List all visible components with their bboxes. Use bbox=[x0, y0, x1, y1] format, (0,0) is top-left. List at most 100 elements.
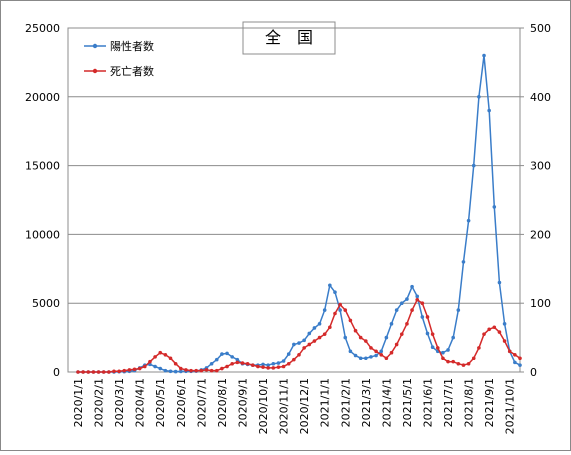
x-tick-label: 2020/1/1 bbox=[72, 378, 85, 427]
y2-tick-label: 100 bbox=[530, 297, 551, 310]
data-point bbox=[281, 364, 286, 369]
data-point bbox=[189, 368, 193, 373]
data-point bbox=[394, 342, 399, 347]
data-point bbox=[466, 361, 471, 366]
data-point bbox=[435, 346, 440, 350]
data-point bbox=[271, 366, 276, 370]
data-point bbox=[307, 331, 312, 336]
y-tick-label: 15000 bbox=[25, 160, 60, 173]
x-tick-label: 2020/6/1 bbox=[175, 378, 188, 427]
data-point bbox=[492, 205, 497, 209]
data-point bbox=[214, 368, 219, 373]
data-point bbox=[245, 361, 250, 366]
data-point bbox=[425, 331, 430, 336]
data-point bbox=[220, 352, 224, 356]
data-point bbox=[456, 361, 461, 366]
x-tick-label: 2020/5/1 bbox=[154, 378, 167, 427]
data-point bbox=[220, 366, 224, 371]
y2-tick-label: 200 bbox=[530, 228, 551, 241]
data-point bbox=[322, 308, 327, 312]
data-point bbox=[379, 353, 384, 357]
data-point bbox=[497, 330, 502, 334]
x-tick-label: 2020/2/1 bbox=[93, 378, 106, 427]
data-point bbox=[502, 339, 507, 343]
data-point bbox=[235, 357, 240, 362]
data-point bbox=[405, 322, 409, 326]
data-point bbox=[333, 311, 337, 316]
x-tick-label: 2021/6/1 bbox=[421, 378, 434, 427]
data-point bbox=[430, 345, 435, 350]
data-point bbox=[173, 361, 178, 366]
data-point bbox=[420, 301, 425, 306]
data-point bbox=[471, 356, 476, 361]
data-point bbox=[276, 365, 281, 369]
data-point bbox=[173, 369, 178, 374]
y-tick-label: 20000 bbox=[25, 91, 60, 104]
data-point bbox=[348, 318, 353, 323]
x-tick-label: 2020/8/1 bbox=[216, 378, 229, 427]
data-point bbox=[266, 363, 270, 367]
data-point bbox=[358, 356, 363, 361]
data-point bbox=[374, 349, 378, 354]
data-point bbox=[148, 359, 152, 364]
data-point bbox=[286, 361, 291, 366]
data-point bbox=[256, 364, 260, 369]
chart-title: 全 国 bbox=[265, 28, 313, 47]
data-point bbox=[358, 335, 363, 340]
data-point bbox=[209, 361, 214, 366]
data-point bbox=[276, 361, 281, 365]
data-point bbox=[441, 350, 445, 355]
data-point bbox=[214, 357, 219, 362]
data-point bbox=[389, 350, 394, 355]
data-point bbox=[127, 368, 132, 372]
data-point bbox=[292, 342, 296, 347]
data-point bbox=[178, 369, 183, 374]
data-point bbox=[168, 369, 173, 374]
data-point bbox=[482, 53, 486, 58]
x-tick-label: 2020/9/1 bbox=[236, 378, 249, 427]
data-point bbox=[482, 332, 486, 336]
y2-tick-label: 500 bbox=[530, 22, 551, 35]
data-point bbox=[487, 108, 491, 113]
data-point bbox=[328, 325, 332, 330]
data-point bbox=[405, 297, 409, 301]
data-point bbox=[322, 332, 327, 336]
data-point bbox=[441, 356, 445, 361]
data-point bbox=[502, 322, 507, 326]
data-point bbox=[317, 322, 322, 326]
data-point bbox=[507, 349, 512, 354]
data-point bbox=[492, 325, 497, 330]
data-point bbox=[451, 359, 455, 364]
data-point bbox=[446, 359, 450, 364]
data-point bbox=[513, 353, 517, 357]
data-point bbox=[477, 346, 481, 350]
data-point bbox=[513, 360, 517, 365]
data-point bbox=[384, 335, 389, 340]
data-point bbox=[379, 349, 384, 354]
data-point bbox=[117, 369, 121, 374]
legend-marker bbox=[92, 68, 98, 74]
y-tick-label: 5000 bbox=[32, 297, 60, 310]
x-tick-label: 2020/7/1 bbox=[195, 378, 208, 427]
data-point bbox=[101, 370, 106, 374]
x-tick-label: 2021/9/1 bbox=[483, 378, 496, 427]
data-point bbox=[122, 368, 127, 373]
data-point bbox=[312, 339, 317, 343]
data-point bbox=[497, 280, 502, 285]
data-point bbox=[143, 364, 147, 369]
data-point bbox=[338, 302, 342, 307]
x-tick-label: 2021/8/1 bbox=[463, 378, 476, 427]
data-point bbox=[415, 297, 420, 302]
data-point bbox=[81, 370, 85, 374]
data-point bbox=[425, 315, 430, 319]
data-point bbox=[317, 335, 322, 340]
x-tick-label: 2021/3/1 bbox=[360, 378, 373, 427]
data-point bbox=[451, 335, 455, 340]
data-point bbox=[302, 346, 306, 350]
data-point bbox=[415, 294, 420, 299]
data-point bbox=[158, 366, 163, 371]
data-point bbox=[518, 356, 522, 361]
title-box bbox=[242, 21, 336, 55]
